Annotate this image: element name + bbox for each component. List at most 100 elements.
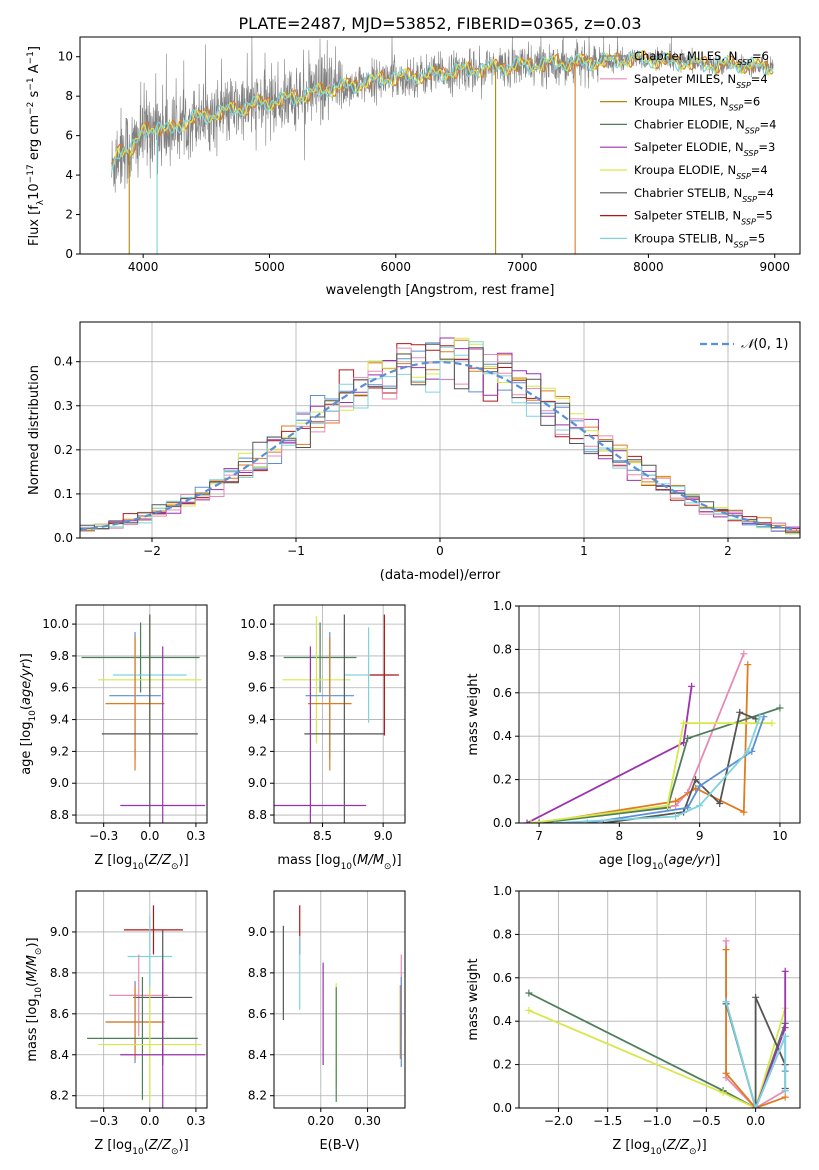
gaussian-curve (80, 360, 798, 532)
model-spectrum-kroupa-stelib (111, 51, 774, 172)
legend-label: Chabrier MILES, NSSP=6 (634, 49, 769, 67)
y-tick-label: 9.6 (248, 681, 267, 695)
weight-marker (535, 819, 543, 823)
weight-marker (752, 993, 760, 1001)
x-axis-label: Z [log10(Z/Z⊙)] (612, 1138, 706, 1157)
weight-series-kroupa-stelib (722, 998, 789, 1108)
y-axis-label: Normed distribution (27, 365, 42, 495)
y-axis-label: mass weight (466, 673, 481, 755)
x-tick-label: 7 (535, 829, 543, 843)
legend: Chabrier MILES, NSSP=6 Salpeter MILES, NS… (600, 49, 776, 249)
y-tick-label: 9.4 (50, 713, 69, 727)
axes-frame (273, 890, 406, 1109)
y-tick-label: 0.1 (54, 487, 73, 501)
legend-label: Kroupa STELIB, NSSP=5 (634, 231, 765, 249)
weight-marker (722, 1069, 730, 1077)
weight-line (530, 653, 745, 823)
y-tick-label: 8.6 (50, 1007, 69, 1021)
weight-line (603, 711, 757, 823)
panel-mass_vs_Z: −0.3 0.0 0.3 8.2 8.4 8.6 8.8 9.0 Z [log10(Z/Z⊙)]… (25, 890, 208, 1157)
weight-marker (664, 802, 672, 810)
y-tick-label: 0.2 (54, 443, 73, 457)
plot-area (274, 614, 399, 823)
x-tick-label: 0.0 (746, 1114, 765, 1128)
legend-label: Chabrier ELODIE, NSSP=4 (634, 117, 776, 135)
weight-line (530, 722, 772, 823)
y-tick-label: 10.0 (42, 617, 69, 631)
legend-label: Salpeter MILES, NSSP=4 (634, 72, 768, 90)
legend-label: Chabrier STELIB, NSSP=4 (634, 186, 774, 204)
y-tick-label: 8.6 (248, 1007, 267, 1021)
x-tick-label: −1 (287, 544, 305, 558)
y-axis-label: age [log10(age/yr)] (19, 653, 38, 775)
errorbar-point (123, 905, 184, 955)
x-tick-label: 0.30 (354, 1114, 381, 1128)
panel-weight_vs_age: 7 8 9 10 0.0 0.2 0.4 0.6 0.8 1.0 age [log10(age/yr… (466, 599, 801, 872)
x-axis-label: Z [log10(Z/Z⊙)] (94, 853, 188, 872)
axes-frame (518, 890, 801, 1109)
weight-marker (672, 797, 680, 805)
weight-marker (525, 1006, 533, 1014)
errorbar-point (105, 636, 165, 771)
panel-weight_vs_Z: −2.0 −1.5 −1.0 −0.5 0.0 0.0 0.2 0.4 0.6 0.8 1.0 Z [… (466, 884, 801, 1157)
weight-marker (719, 1089, 727, 1097)
x-tick-label: 10 (772, 829, 787, 843)
errorbar-point (105, 985, 165, 1059)
y-tick-label: 0.8 (493, 642, 512, 656)
x-tick-label: 0.20 (307, 1114, 334, 1128)
y-tick-label: 9.6 (50, 681, 69, 695)
x-tick-label: −0.5 (692, 1114, 721, 1128)
axes-frame (75, 604, 208, 824)
x-tick-label: 7000 (507, 260, 538, 274)
x-axis-label: wavelength [Angstrom, rest frame] (326, 283, 555, 298)
y-tick-label: 0.0 (493, 816, 512, 830)
weight-line (725, 949, 786, 1108)
panel-age_vs_Z: −0.3 0.0 0.3 8.8 9.0 9.2 9.4 9.6 9.8 10.0 Z [log10… (19, 604, 208, 872)
errorbar-point (274, 646, 367, 823)
legend-label: 𝒩(0, 1) (741, 337, 788, 352)
weight-marker (781, 967, 789, 975)
x-tick-label: 9000 (759, 260, 790, 274)
y-tick-label: 0.6 (493, 971, 512, 985)
y-tick-label: 10.0 (240, 617, 267, 631)
weight-marker (781, 1093, 789, 1101)
observed-spectrum (111, 37, 774, 193)
weight-marker (716, 799, 724, 807)
x-tick-label: −2 (143, 544, 161, 558)
y-axis-label: mass [log10(M/M⊙)] (25, 937, 44, 1061)
axes-frame (75, 890, 208, 1109)
weight-marker (672, 812, 680, 820)
weight-marker (692, 776, 700, 784)
y-tick-label: 9.4 (248, 713, 267, 727)
y-tick-label: 8.4 (50, 1048, 69, 1062)
y-tick-label: 9.0 (248, 776, 267, 790)
weight-marker (696, 802, 704, 810)
plot-area (111, 37, 774, 254)
y-tick-label: 8.8 (248, 966, 267, 980)
x-tick-label: 9 (696, 829, 704, 843)
y-tick-label: 9.0 (50, 925, 69, 939)
weight-marker (684, 734, 692, 742)
weight-marker (776, 704, 784, 712)
y-tick-label: 0.2 (493, 1058, 512, 1072)
y-tick-label: 6 (65, 129, 73, 143)
y-tick-label: 8.8 (50, 808, 69, 822)
histogram-chabrier-stelib (80, 343, 800, 533)
errorbar-point (369, 614, 399, 736)
weight-line (754, 971, 787, 1108)
weight-marker (722, 937, 730, 945)
errorbar-point (109, 954, 169, 1037)
weight-marker (740, 650, 748, 658)
histogram-kroupa-stelib (80, 341, 800, 533)
y-tick-label: 0.8 (493, 927, 512, 941)
x-axis-label: mass [log10(M/M⊙)] (277, 853, 401, 872)
plot-area (87, 905, 206, 1108)
axes-frame (79, 36, 801, 255)
y-tick-label: 0.4 (493, 1014, 512, 1028)
y-axis-label: mass weight (466, 958, 481, 1040)
plot-area (81, 614, 206, 823)
y-tick-label: 8.2 (50, 1089, 69, 1103)
x-tick-label: 0.3 (186, 829, 205, 843)
y-tick-label: 0 (65, 247, 73, 261)
